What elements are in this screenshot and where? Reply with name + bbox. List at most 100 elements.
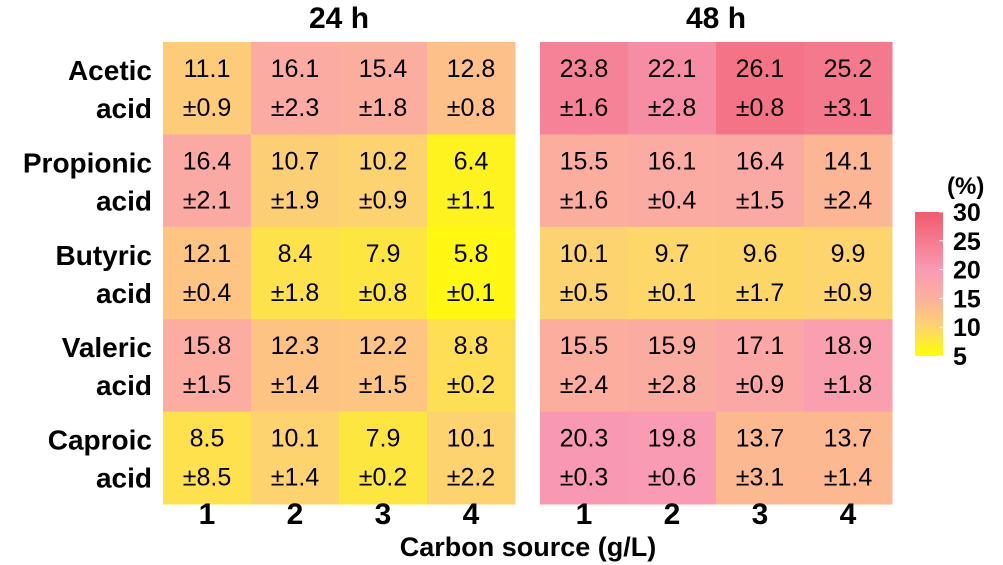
cell-error-label: ±2.3 xyxy=(271,94,319,122)
cell-value-label: 15.4 xyxy=(359,55,408,83)
cell-error-label: ±0.9 xyxy=(359,186,407,214)
cell-value-label: 10.2 xyxy=(359,147,408,175)
cell-error-label: ±1.4 xyxy=(824,464,873,492)
panel-title: 24 h xyxy=(309,2,369,35)
row-label: Butyric xyxy=(56,240,152,271)
cell-error-label: ±1.7 xyxy=(736,279,784,307)
cell-value-label: 10.1 xyxy=(560,240,609,268)
cell-value-label: 23.8 xyxy=(560,55,609,83)
x-tick-label: 1 xyxy=(576,498,593,531)
heatmap-cell xyxy=(251,134,340,228)
cell-value-label: 12.8 xyxy=(447,55,496,83)
cell-error-label: ±0.2 xyxy=(359,464,407,492)
cell-value-label: 26.1 xyxy=(736,55,785,83)
heatmap-cell xyxy=(804,226,893,320)
heatmap-cell xyxy=(427,42,516,135)
cell-value-label: 12.3 xyxy=(271,332,320,360)
cell-error-label: ±0.1 xyxy=(648,279,696,307)
row-label: Caproic xyxy=(48,425,152,456)
cell-value-label: 9.7 xyxy=(655,240,690,268)
panel-title: 48 h xyxy=(686,2,746,35)
cell-error-label: ±1.9 xyxy=(271,186,319,214)
heatmap-cell xyxy=(628,319,717,413)
cell-value-label: 7.9 xyxy=(366,240,401,268)
heatmap-cell xyxy=(163,134,252,228)
row-label: Valeric xyxy=(62,332,152,363)
heatmap-cell xyxy=(628,42,717,135)
cell-value-label: 16.4 xyxy=(183,147,232,175)
heatmap-cell xyxy=(628,134,717,228)
cell-value-label: 18.9 xyxy=(824,332,873,360)
cell-error-label: ±0.8 xyxy=(736,94,784,122)
heatmap-cell xyxy=(540,319,629,413)
heatmap-cell xyxy=(540,411,629,505)
cell-value-label: 22.1 xyxy=(648,55,697,83)
row-label: Propionic xyxy=(23,147,152,178)
cell-error-label: ±0.4 xyxy=(648,186,697,214)
heatmap-cell xyxy=(339,134,428,228)
heatmap-cell xyxy=(628,226,717,320)
x-tick-label: 3 xyxy=(375,498,392,531)
legend-tick-label: 5 xyxy=(953,343,967,371)
cell-error-label: ±0.3 xyxy=(560,464,608,492)
cell-error-label: ±1.6 xyxy=(560,94,608,122)
cell-value-label: 13.7 xyxy=(736,425,785,453)
cell-error-label: ±2.1 xyxy=(183,186,231,214)
heatmap-cell xyxy=(339,42,428,135)
cell-value-label: 14.1 xyxy=(824,147,873,175)
cell-error-label: ±2.8 xyxy=(648,94,696,122)
row-label: acid xyxy=(96,278,152,309)
heatmap-cell xyxy=(427,134,516,228)
row-label: acid xyxy=(96,185,152,216)
cell-value-label: 12.1 xyxy=(183,240,232,268)
row-label: acid xyxy=(96,370,152,401)
cell-value-label: 8.8 xyxy=(454,332,489,360)
heatmap-cell xyxy=(339,226,428,320)
legend-tick-label: 25 xyxy=(953,228,981,256)
legend-tick-label: 30 xyxy=(953,199,981,227)
cell-error-label: ±0.8 xyxy=(359,279,407,307)
cell-value-label: 8.4 xyxy=(278,240,313,268)
cell-value-label: 10.1 xyxy=(447,425,496,453)
cell-value-label: 16.1 xyxy=(648,147,697,175)
cell-value-label: 12.2 xyxy=(359,332,408,360)
row-label: Acetic xyxy=(68,55,152,86)
cell-error-label: ±0.5 xyxy=(560,279,608,307)
cell-value-label: 15.5 xyxy=(560,332,609,360)
cell-error-label: ±1.6 xyxy=(560,186,608,214)
cell-error-label: ±1.8 xyxy=(824,371,872,399)
heatmap-cell xyxy=(427,226,516,320)
cell-error-label: ±1.8 xyxy=(359,94,407,122)
x-tick-label: 4 xyxy=(840,498,857,531)
cell-value-label: 9.6 xyxy=(743,240,778,268)
heatmap-cell xyxy=(716,134,805,228)
cell-error-label: ±2.4 xyxy=(824,186,873,214)
x-tick-label: 3 xyxy=(752,498,769,531)
x-axis-label: Carbon source (g/L) xyxy=(400,532,657,562)
x-tick-label: 2 xyxy=(287,498,304,531)
heatmap-cell xyxy=(427,411,516,505)
heatmap-cell xyxy=(251,319,340,413)
heatmap-cell xyxy=(716,411,805,505)
cell-value-label: 10.1 xyxy=(271,425,320,453)
x-tick-label: 1 xyxy=(199,498,216,531)
cell-error-label: ±0.9 xyxy=(824,279,872,307)
cell-error-label: ±1.5 xyxy=(183,371,231,399)
cell-value-label: 13.7 xyxy=(824,425,873,453)
cell-error-label: ±2.8 xyxy=(648,371,696,399)
cell-error-label: ±2.2 xyxy=(447,464,495,492)
cell-error-label: ±0.4 xyxy=(183,279,232,307)
cell-value-label: 20.3 xyxy=(560,425,609,453)
cell-value-label: 16.1 xyxy=(271,55,320,83)
row-label: acid xyxy=(96,93,152,124)
x-tick-label: 4 xyxy=(463,498,480,531)
cell-error-label: ±0.2 xyxy=(447,371,495,399)
cell-value-label: 10.7 xyxy=(271,147,320,175)
heatmap-cell xyxy=(427,319,516,413)
cell-error-label: ±1.5 xyxy=(359,371,407,399)
heatmap-cell xyxy=(339,319,428,413)
heatmap-cell xyxy=(251,411,340,505)
legend-tick-label: 20 xyxy=(953,257,981,285)
heatmap-cell xyxy=(628,411,717,505)
heatmap-cell xyxy=(163,42,252,135)
